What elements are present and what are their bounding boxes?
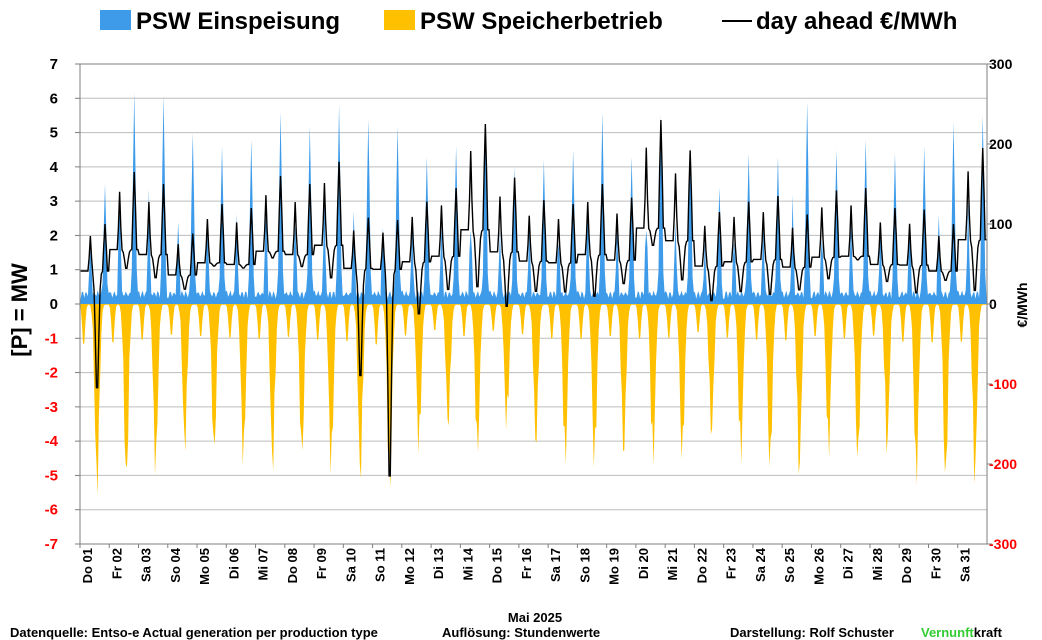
y-axis-left-label: [P] = MW: [7, 263, 32, 357]
x-tick-label: Sa 17: [548, 548, 563, 582]
x-axis-ticks: Do 01 Fr 02 Sa 03 So 04 Mo 05 Di 06 Mi 07 Do 08…: [79, 544, 973, 585]
x-tick-label: Di 27: [841, 548, 856, 579]
x-tick-label: Mi 07: [256, 548, 271, 581]
legend-label-einspeisung: PSW Einspeisung: [136, 8, 340, 35]
price-line: [80, 119, 987, 477]
x-tick-label: So 11: [373, 548, 388, 582]
x-tick-label: Do 22: [694, 548, 709, 583]
x-tick-label: Mo 12: [402, 548, 417, 585]
footer-source: Datenquelle: Entso-e Actual generation p…: [10, 625, 378, 640]
y-tick-left-label: 2: [50, 227, 58, 244]
y-tick-right-label: 200: [989, 136, 1013, 152]
y-tick-left-label: 0: [50, 296, 58, 313]
legend: PSW Einspeisung PSW Speicherbetrieb day …: [100, 8, 957, 35]
footer-author: Darstellung: Rolf Schuster: [730, 625, 894, 640]
y-tick-left-label: 1: [50, 262, 58, 279]
y-tick-left-label: -7: [45, 536, 58, 553]
footer-brand-black: kraft: [974, 625, 1003, 640]
x-tick-label: Sa 03: [139, 548, 154, 582]
y-tick-left-label: -1: [45, 330, 58, 347]
footer-resolution: Auflösung: Stundenwerte: [442, 625, 600, 640]
footer: Datenquelle: Entso-e Actual generation p…: [10, 625, 1003, 640]
x-tick-label: Do 01: [80, 548, 95, 583]
x-tick-label: Do 15: [490, 548, 505, 583]
y-tick-left-label: -2: [45, 365, 58, 382]
speicherbetrieb-area: [80, 304, 987, 496]
x-tick-label: Di 13: [431, 548, 446, 579]
x-tick-label: Sa 24: [753, 547, 768, 582]
y-tick-right-label: 300: [989, 56, 1013, 72]
x-tick-label: Mi 21: [665, 548, 680, 581]
x-tick-label: So 18: [577, 548, 592, 583]
y-tick-right-label: -200: [989, 456, 1017, 472]
x-tick-label: Mi 14: [460, 547, 475, 580]
x-tick-label: Sa 31: [958, 548, 973, 582]
x-tick-label: Mo 19: [607, 548, 622, 585]
legend-swatch-speicherbetrieb: [384, 10, 415, 30]
x-tick-label: So 04: [168, 547, 183, 582]
x-tick-label: Fr 02: [109, 548, 124, 579]
y-axis-right-label: €/MWh: [1014, 282, 1030, 327]
footer-brand-green: Vernunft: [921, 625, 974, 640]
einspeisung-area: [80, 91, 987, 305]
y-tick-left-label: 5: [50, 125, 58, 142]
x-tick-label: Di 20: [636, 548, 651, 579]
legend-label-price: day ahead €/MWh: [756, 8, 957, 35]
x-tick-label: Fr 16: [519, 548, 534, 579]
left-axis-ticks: 7 6 5 4 3 2 1 0 -1 -2 -3 -4 -5 -6 -7: [45, 56, 80, 553]
x-tick-label: Fr 30: [928, 548, 943, 579]
y-tick-left-label: 6: [50, 90, 58, 107]
x-tick-label: Sa 10: [343, 548, 358, 582]
legend-label-speicherbetrieb: PSW Speicherbetrieb: [420, 8, 663, 35]
y-tick-left-label: -4: [45, 433, 59, 450]
x-axis-label: Mai 2025: [508, 610, 562, 625]
footer-brand: Vernunftkraft: [921, 625, 1003, 640]
x-tick-label: Fr 09: [314, 548, 329, 579]
y-tick-left-label: 4: [50, 159, 59, 176]
right-axis-ticks: 300 200 100 0 -100 -200 -300: [987, 56, 1017, 552]
y-tick-left-label: -6: [45, 502, 58, 519]
y-tick-right-label: 100: [989, 216, 1013, 232]
legend-swatch-einspeisung: [100, 10, 131, 30]
x-tick-label: Mi 28: [870, 548, 885, 581]
x-tick-label: Mo 05: [197, 548, 212, 585]
x-tick-label: So 25: [782, 548, 797, 583]
y-tick-left-label: 7: [50, 56, 58, 73]
x-tick-label: Fr 23: [724, 548, 739, 579]
y-tick-right-label: -300: [989, 536, 1017, 552]
x-tick-label: Mo 26: [811, 548, 826, 585]
x-tick-label: Do 08: [285, 548, 300, 583]
y-tick-right-label: 0: [989, 296, 997, 312]
gridlines: [80, 63, 987, 545]
y-tick-left-label: -5: [45, 467, 58, 484]
price-line-series: [80, 119, 987, 477]
x-tick-label: Di 06: [226, 548, 241, 579]
y-tick-right-label: -100: [989, 376, 1017, 392]
x-tick-label: Do 29: [899, 548, 914, 583]
area-series: [80, 91, 987, 496]
y-tick-left-label: 3: [50, 193, 58, 210]
y-tick-left-label: -3: [45, 399, 58, 416]
